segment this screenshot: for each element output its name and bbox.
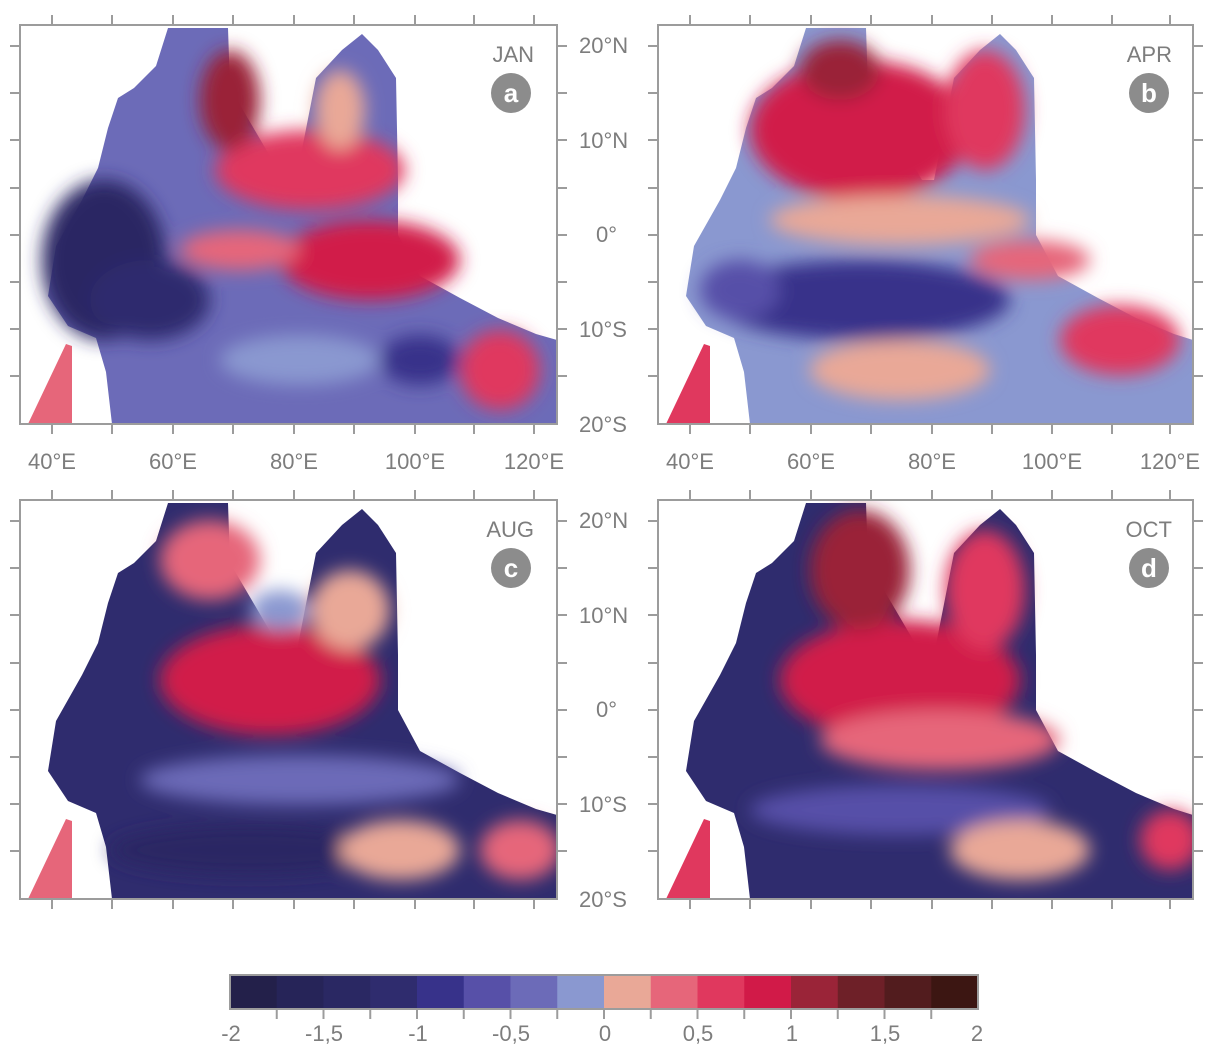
- lat-label: 20°N: [579, 508, 628, 533]
- colorbar-swatches: [230, 975, 979, 1009]
- lat-label: 0°: [596, 697, 617, 722]
- lon-label: 80°E: [908, 449, 956, 474]
- colorbar-tick-label: 1,5: [870, 1021, 901, 1046]
- map-panel-oct: OCT d: [657, 499, 1194, 900]
- lat-label: 10°S: [579, 317, 627, 342]
- lat-label: 10°S: [579, 792, 627, 817]
- lat-label: 10°N: [579, 603, 628, 628]
- lon-label: 120°E: [504, 449, 564, 474]
- colorbar-tick-label: 0: [599, 1021, 611, 1046]
- ocean-field-jan: [28, 28, 557, 424]
- colorbar-tick-label: 0,5: [683, 1021, 714, 1046]
- panel-letter: c: [504, 553, 518, 583]
- map-panel-aug: AUG c: [19, 499, 558, 900]
- colorbar-tick-label: 2: [971, 1021, 983, 1046]
- ocean-field-apr: [666, 28, 1193, 424]
- colorbar-swatch: [370, 975, 418, 1009]
- colorbar-swatch: [650, 975, 698, 1009]
- colorbar-tick-label: -1,5: [305, 1021, 343, 1046]
- longitude-labels-a: 40°E 60°E 80°E 100°E 120°E: [28, 449, 564, 474]
- lon-label: 60°E: [149, 449, 197, 474]
- lon-label: 40°E: [666, 449, 714, 474]
- panel-letter: b: [1141, 78, 1157, 108]
- panel-letter-badge: [491, 73, 531, 113]
- colorbar-swatch: [791, 975, 839, 1009]
- lat-label: 20°S: [579, 887, 627, 912]
- lon-label: 80°E: [270, 449, 318, 474]
- panel-month-label: JAN: [492, 42, 534, 67]
- colorbar-swatch: [744, 975, 792, 1009]
- colorbar-tick-label: -2: [221, 1021, 241, 1046]
- colorbar-swatch: [230, 975, 278, 1009]
- lon-label: 60°E: [787, 449, 835, 474]
- colorbar-tick-label: 1: [786, 1021, 798, 1046]
- colorbar-swatch: [417, 975, 465, 1009]
- colorbar-swatch: [510, 975, 558, 1009]
- colorbar-tick-labels: -2 -1,5 -1 -0,5 0 0,5 1 1,5 2: [221, 1021, 983, 1046]
- axis-ticks: [10, 15, 1203, 909]
- colorbar-swatch: [884, 975, 932, 1009]
- colorbar-swatch: [323, 975, 371, 1009]
- longitude-labels-b: 40°E 60°E 80°E 100°E 120°E: [666, 449, 1200, 474]
- panel-month-label: OCT: [1126, 517, 1172, 542]
- ocean-field-oct: [666, 503, 1193, 899]
- lat-label: 0°: [596, 222, 617, 247]
- colorbar-swatch: [837, 975, 885, 1009]
- map-panel-jan: JAN a: [19, 24, 558, 425]
- panel-letter-badge: [1129, 73, 1169, 113]
- lon-label: 40°E: [28, 449, 76, 474]
- panel-letter-badge: [1129, 548, 1169, 588]
- colorbar-swatch: [931, 975, 979, 1009]
- colorbar-swatch: [557, 975, 605, 1009]
- lat-label: 20°N: [579, 33, 628, 58]
- colorbar-swatch: [276, 975, 324, 1009]
- colorbar-tick-label: -1: [408, 1021, 428, 1046]
- panel-month-label: AUG: [486, 517, 534, 542]
- latitude-labels-top: 20°N 10°N 0° 10°S 20°S: [579, 33, 628, 437]
- colorbar-swatch: [463, 975, 511, 1009]
- panel-month-label: APR: [1127, 42, 1172, 67]
- lon-label: 100°E: [1022, 449, 1082, 474]
- colorbar-ticks: [275, 1009, 933, 1019]
- lat-label: 10°N: [579, 128, 628, 153]
- ocean-field-aug: [28, 503, 557, 899]
- panel-letter-badge: [491, 548, 531, 588]
- lon-label: 120°E: [1140, 449, 1200, 474]
- colorbar-tick-label: -0,5: [492, 1021, 530, 1046]
- panel-letter: a: [504, 78, 519, 108]
- lat-label: 20°S: [579, 412, 627, 437]
- map-panel-apr: APR b: [657, 24, 1194, 425]
- colorbar-swatch: [604, 975, 652, 1009]
- colorbar-swatch: [697, 975, 745, 1009]
- panel-letter: d: [1141, 553, 1157, 583]
- colorbar: -2 -1,5 -1 -0,5 0 0,5 1 1,5 2: [221, 974, 983, 1046]
- latitude-labels-bottom: 20°N 10°N 0° 10°S 20°S: [579, 508, 628, 912]
- lon-label: 100°E: [385, 449, 445, 474]
